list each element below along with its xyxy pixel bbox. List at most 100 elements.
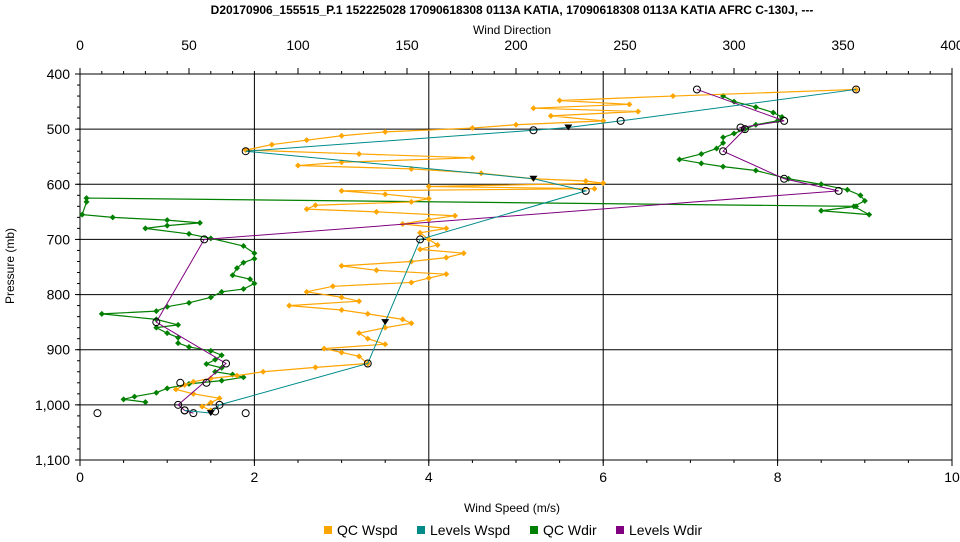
data-point xyxy=(109,214,116,221)
data-point xyxy=(338,349,345,356)
bottom-tick-label: 0 xyxy=(76,469,84,485)
data-point xyxy=(218,377,225,384)
data-point xyxy=(382,191,389,198)
data-point xyxy=(251,250,258,257)
data-point xyxy=(752,104,759,111)
data-point xyxy=(303,288,310,295)
data-point xyxy=(338,262,345,269)
data-point xyxy=(425,183,432,190)
y-tick-label: 1,100 xyxy=(35,452,70,468)
data-point xyxy=(529,126,538,135)
data-point xyxy=(698,160,705,167)
data-point xyxy=(196,219,203,226)
data-point xyxy=(216,395,223,402)
data-point xyxy=(425,236,432,243)
data-point xyxy=(176,378,185,387)
data-point xyxy=(853,203,860,210)
data-point xyxy=(408,198,415,205)
data-point xyxy=(338,307,345,314)
data-point xyxy=(469,125,476,132)
data-point xyxy=(451,212,458,219)
data-point xyxy=(530,105,537,112)
legend-label-levels-wspd: Levels Wspd xyxy=(430,522,510,538)
top-tick-label: 150 xyxy=(395,37,419,53)
data-point xyxy=(417,229,424,236)
data-point xyxy=(736,123,745,132)
data-point xyxy=(669,93,676,100)
data-point xyxy=(229,272,236,279)
top-tick-label: 400 xyxy=(940,37,960,53)
y-tick-label: 700 xyxy=(47,231,71,247)
data-point xyxy=(186,299,192,306)
data-point xyxy=(286,302,293,309)
series-line xyxy=(155,88,839,414)
data-point xyxy=(233,265,240,272)
data-point xyxy=(181,382,188,389)
y-tick-label: 900 xyxy=(47,342,71,358)
extra-points xyxy=(93,378,250,418)
data-point xyxy=(713,145,720,152)
data-point xyxy=(363,359,372,368)
data-point xyxy=(218,352,225,359)
data-point xyxy=(425,216,432,223)
data-point xyxy=(591,185,598,192)
data-point xyxy=(222,359,231,368)
data-point xyxy=(740,125,749,134)
top-axis-label: Wind Direction xyxy=(473,23,551,37)
data-point xyxy=(529,175,538,182)
data-point xyxy=(408,279,415,286)
data-point xyxy=(626,101,633,108)
legend: QC Wspd Levels Wspd QC Wdir Levels Wdir xyxy=(324,522,702,538)
legend-label-qc-wdir: QC Wdir xyxy=(543,522,597,538)
data-point xyxy=(616,116,625,125)
data-point xyxy=(364,310,371,317)
data-point xyxy=(215,400,224,409)
legend-swatch-qc-wdir xyxy=(530,526,538,534)
y-axis: 400 500 600 700 800 900 1,000 1,100 xyxy=(35,66,80,468)
data-point xyxy=(556,97,563,104)
data-point xyxy=(818,207,825,214)
data-point xyxy=(780,116,789,125)
top-tick-label: 200 xyxy=(504,37,528,53)
data-point xyxy=(240,259,247,266)
data-point xyxy=(260,368,267,375)
legend-swatch-qc-wspd xyxy=(324,526,332,534)
legend-swatch-levels-wdir xyxy=(616,526,624,534)
data-point xyxy=(240,286,247,293)
data-point xyxy=(600,117,607,124)
data-point xyxy=(251,280,258,287)
data-point xyxy=(153,308,160,315)
data-point xyxy=(153,316,160,323)
y-tick-label: 400 xyxy=(47,66,71,82)
data-point xyxy=(720,134,727,141)
data-point xyxy=(692,85,701,94)
data-point xyxy=(268,141,275,148)
data-point xyxy=(818,181,825,188)
data-point xyxy=(212,368,219,375)
data-point xyxy=(131,393,138,400)
top-tick-label: 100 xyxy=(286,37,310,53)
data-point xyxy=(295,162,301,169)
data-point xyxy=(207,235,214,242)
data-point xyxy=(373,208,380,215)
data-point xyxy=(857,192,864,199)
data-point xyxy=(241,409,250,418)
series-layer xyxy=(79,85,873,418)
data-point xyxy=(382,341,389,348)
data-point xyxy=(241,147,250,156)
data-point xyxy=(329,283,336,290)
data-point xyxy=(770,109,777,116)
data-point xyxy=(174,400,183,409)
data-point xyxy=(207,399,214,406)
data-point xyxy=(720,163,727,170)
data-point xyxy=(731,130,737,137)
data-point xyxy=(356,298,363,305)
legend-label-levels-wdir: Levels Wdir xyxy=(629,522,702,538)
data-point xyxy=(189,409,198,418)
data-point xyxy=(866,211,873,218)
series-qc-wspd xyxy=(172,86,860,414)
data-point xyxy=(513,121,519,128)
data-point xyxy=(190,378,197,385)
data-point xyxy=(164,330,171,337)
